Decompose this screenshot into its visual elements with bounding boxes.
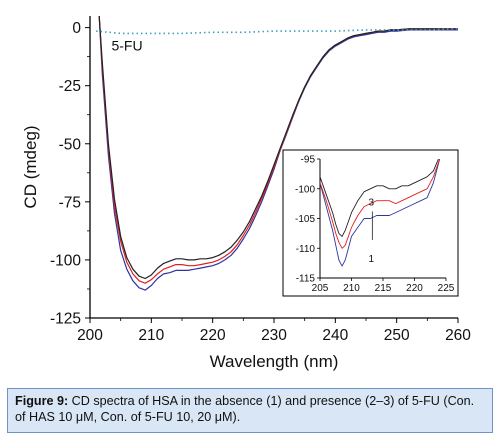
y-tick-label: -25 bbox=[59, 78, 81, 95]
y-tick-label: -125 bbox=[50, 311, 81, 328]
inset-frame bbox=[282, 149, 459, 297]
x-axis-label: Wavelength (nm) bbox=[210, 352, 339, 371]
inset-x-tick-label: 205 bbox=[312, 283, 329, 294]
figure-caption: Figure 9: CD spectra of HSA in the absen… bbox=[7, 388, 493, 433]
main-plot: 200 210 220 230 240 250 260 0 -25 -50 -75 -100 -125 W… bbox=[21, 16, 471, 371]
inset-x-tick-label: 220 bbox=[406, 283, 423, 294]
inset-series-line-2 bbox=[320, 159, 441, 249]
y-tick-label: 0 bbox=[72, 20, 81, 37]
x-tick-label: 220 bbox=[200, 327, 226, 344]
series-line-1 bbox=[98, 16, 458, 291]
inset-annotation-1: 1 bbox=[369, 254, 375, 265]
inset-y-tick-label: -100 bbox=[295, 184, 315, 195]
x-tick-label: 250 bbox=[384, 327, 410, 344]
y-axis-label: CD (mdeg) bbox=[21, 125, 40, 208]
inset-plot: 205 210 215 220 225 -95 -100 -105 -110 -115 3 1 bbox=[282, 149, 459, 297]
y-tick-label: -50 bbox=[59, 136, 82, 153]
annotation-5fu: 5-FU bbox=[111, 37, 142, 53]
inset-y-tick-label: -105 bbox=[295, 214, 315, 225]
caption-text: CD spectra of HSA in the absence (1) and… bbox=[15, 394, 475, 424]
inset-x-tick-label: 225 bbox=[438, 283, 455, 294]
series-line-3 bbox=[98, 16, 458, 280]
inset-series-line-3 bbox=[320, 159, 439, 237]
inset-x-tick-label: 210 bbox=[343, 283, 360, 294]
inset-series-line-1 bbox=[320, 159, 441, 267]
x-tick-label: 210 bbox=[138, 327, 164, 344]
inset-y-tick-label: -110 bbox=[296, 244, 316, 255]
x-tick-label: 260 bbox=[445, 327, 471, 344]
inset-annotation-3: 3 bbox=[369, 197, 375, 208]
x-tick-label: 230 bbox=[261, 327, 287, 344]
inset-y-tick-label: -95 bbox=[301, 155, 316, 166]
x-tick-label: 240 bbox=[322, 327, 348, 344]
y-tick-label: -100 bbox=[50, 252, 81, 269]
inset-x-tick-label: 215 bbox=[375, 283, 392, 294]
y-tick-label: -75 bbox=[59, 194, 81, 211]
caption-label: Figure 9: bbox=[15, 394, 69, 408]
x-tick-label: 200 bbox=[77, 327, 103, 344]
series-line-5-FU bbox=[96, 28, 458, 35]
inset-y-tick-label: -115 bbox=[296, 274, 316, 285]
